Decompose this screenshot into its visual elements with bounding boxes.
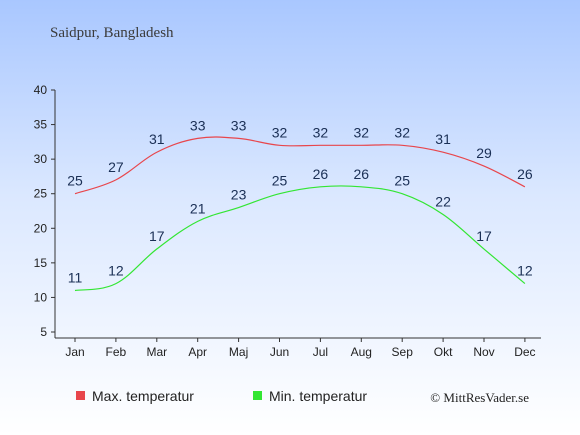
series-layer <box>74 136 526 292</box>
y-tick-label: 30 <box>34 152 48 166</box>
y-tick-label: 15 <box>34 256 48 270</box>
legend-swatch-max <box>76 391 85 400</box>
max-temperature-label: 32 <box>394 124 410 140</box>
min-temperature-label: 12 <box>517 263 533 279</box>
y-tick-label: 35 <box>34 118 48 132</box>
x-tick-label: Nov <box>473 345 494 359</box>
legend: Max. temperatur Min. temperatur <box>76 388 367 404</box>
x-tick-label: Jan <box>65 345 84 359</box>
x-tick-label: Okt <box>434 345 453 359</box>
y-tick-label: 20 <box>34 221 48 235</box>
credit-text: © MittResVader.se <box>430 390 529 405</box>
x-tick-label: Jun <box>270 345 289 359</box>
max-temperature-label: 31 <box>435 131 451 147</box>
y-tick-label: 10 <box>34 290 48 304</box>
x-tick-label: Sep <box>392 345 414 359</box>
min-temperature-label: 25 <box>394 173 410 189</box>
max-temperature-label: 26 <box>517 166 533 182</box>
min-temperature-line <box>74 185 526 292</box>
max-temperature-line <box>74 136 526 195</box>
x-tick-label: Maj <box>229 345 248 359</box>
max-temperature-label: 33 <box>190 117 206 133</box>
data-labels: 25 27 31 33 33 32 32 32 32 31 29 26 11 12 17 21 23 25 26 26… <box>67 117 533 285</box>
min-temperature-label: 26 <box>313 166 329 182</box>
x-tick-label: Feb <box>106 345 127 359</box>
y-tick-label: 25 <box>34 187 48 201</box>
y-tick-label: 40 <box>34 83 48 97</box>
legend-swatch-min <box>253 391 262 400</box>
max-temperature-label: 32 <box>354 124 370 140</box>
max-temperature-label: 32 <box>313 124 329 140</box>
x-tick-label: Mar <box>146 345 167 359</box>
chart-title: Saidpur, Bangladesh <box>50 25 174 41</box>
legend-label-max: Max. temperatur <box>92 388 194 404</box>
x-tick-label: Jul <box>313 345 328 359</box>
max-temperature-label: 25 <box>67 173 83 189</box>
max-temperature-label: 29 <box>476 145 492 161</box>
x-tick-label: Apr <box>188 345 207 359</box>
max-temperature-label: 27 <box>108 159 124 175</box>
y-tick-label: 5 <box>40 325 47 339</box>
min-temperature-label: 21 <box>190 200 206 216</box>
min-temperature-label: 11 <box>68 270 83 286</box>
min-temperature-label: 23 <box>231 187 247 203</box>
max-temperature-label: 32 <box>272 124 288 140</box>
axes: 5 10 15 20 25 30 35 40 Jan Feb Mar Apr Maj Jun Jul Aug S… <box>34 83 541 359</box>
x-tick-label: Aug <box>351 345 372 359</box>
x-tick-label: Dec <box>514 345 535 359</box>
min-temperature-label: 22 <box>435 193 451 209</box>
min-temperature-label: 12 <box>108 263 124 279</box>
legend-label-min: Min. temperatur <box>269 388 367 404</box>
min-temperature-label: 25 <box>272 173 288 189</box>
max-temperature-label: 33 <box>231 117 247 133</box>
min-temperature-label: 17 <box>149 228 165 244</box>
min-temperature-label: 17 <box>476 228 492 244</box>
max-temperature-label: 31 <box>149 131 165 147</box>
min-temperature-label: 26 <box>354 166 370 182</box>
